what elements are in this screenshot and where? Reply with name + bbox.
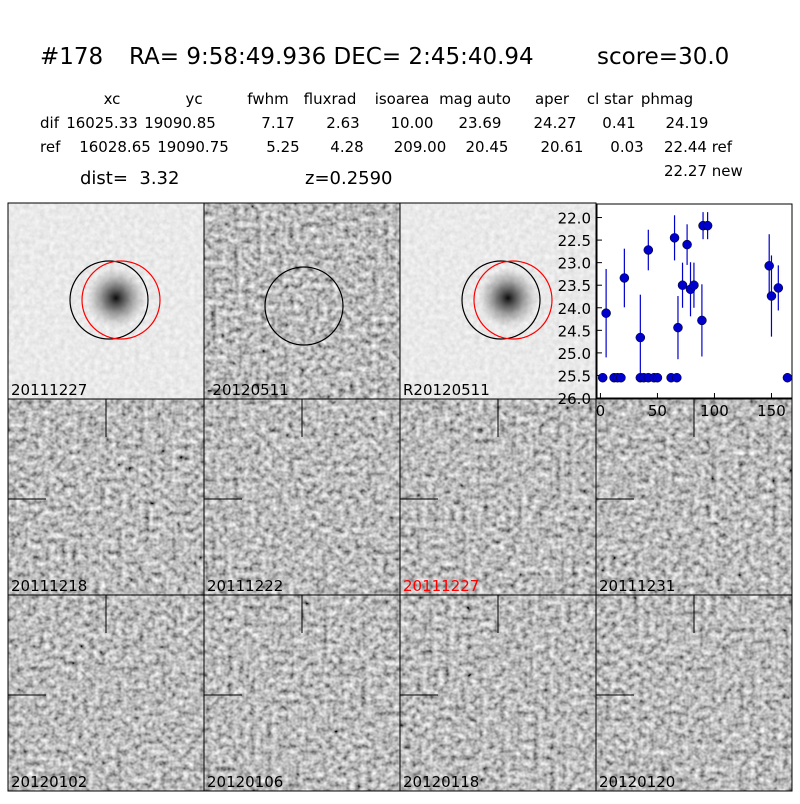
table-cell: 24.27 [534, 114, 577, 132]
aperture [264, 266, 344, 346]
aperture-ref [473, 260, 553, 340]
y-tick-label: 26.0 [558, 390, 591, 408]
table-cell: 19090.85 [144, 114, 216, 132]
aperture [69, 260, 149, 340]
table-cell: 20.61 [541, 138, 584, 156]
data-point [669, 233, 680, 243]
data-point [672, 372, 682, 383]
panel-label: 20111218 [11, 577, 87, 595]
distance: dist= 3.32 [80, 168, 179, 189]
object-id: #178 [40, 44, 103, 70]
y-tick-label: 25.0 [558, 345, 591, 363]
column-header: isoarea [375, 90, 430, 108]
data-point [682, 239, 692, 250]
panel-label: 20111231 [599, 577, 675, 595]
panel-label: R20120511 [403, 381, 490, 399]
x-tick-label: 0 [596, 402, 606, 420]
table-cell: 16028.65 [79, 138, 151, 156]
table-cell: 4.28 [330, 138, 363, 156]
y-tick-label: 25.5 [558, 367, 591, 385]
column-header: cl star [587, 90, 634, 108]
image-panel [204, 203, 400, 399]
y-tick-label: 24.5 [558, 322, 591, 340]
aperture-ref [81, 260, 161, 340]
table-cell: 209.00 [394, 138, 447, 156]
table-cell: 16025.33 [66, 114, 138, 132]
score: score=30.0 [597, 44, 729, 70]
x-tick-label: 100 [700, 402, 729, 420]
panel-border [595, 594, 793, 792]
table-note: 22.27 new [664, 162, 743, 180]
y-tick-label: 22.5 [558, 232, 591, 250]
y-tick-label: 24.0 [558, 300, 591, 318]
table-cell: 0.41 [602, 114, 635, 132]
table-cell: 10.00 [391, 114, 434, 132]
data-point [702, 220, 713, 231]
table-cell: 20.45 [466, 138, 509, 156]
row-label: dif [40, 114, 60, 132]
column-header: xc [104, 90, 121, 108]
column-header: yc [185, 90, 202, 108]
panel-label: -20120511 [207, 381, 289, 399]
panel-label: 20120102 [11, 773, 87, 791]
x-tick-label: 150 [757, 402, 786, 420]
data-point [689, 280, 699, 290]
image-grid: 20111227 -20120511 R20120511 20111218 201112… [7, 202, 793, 792]
y-tick-label: 22.0 [558, 210, 591, 228]
data-point [677, 280, 688, 290]
source-blob [86, 268, 146, 328]
column-header: fluxrad [304, 90, 357, 108]
aperture [461, 260, 541, 340]
table-cell: 24.19 [666, 114, 709, 132]
data-point [643, 245, 654, 255]
table-cell: 5.25 [266, 138, 299, 156]
panel-label: 20111227 [403, 577, 479, 595]
panel-label: 20120118 [403, 773, 479, 791]
data-point [764, 261, 774, 271]
data-point [616, 372, 626, 383]
table-cell: 0.03 [610, 138, 643, 156]
row-label: ref [40, 138, 61, 156]
panel-label: 20120120 [599, 773, 675, 791]
coordinates: RA= 9:58:49.936 DEC= 2:45:40.94 [129, 44, 534, 70]
data-point [697, 315, 707, 326]
data-point [635, 332, 646, 343]
data-point [782, 372, 793, 383]
light-curve: 22.0 22.5 23.0 23.5 24.0 24.5 25.0 25.5 26.0 0 50 1… [558, 203, 793, 420]
table-cell: 23.69 [459, 114, 502, 132]
column-header: phmag [641, 90, 693, 108]
data-point [619, 273, 630, 283]
data-point [773, 283, 784, 293]
column-header: aper [535, 90, 570, 108]
data-point [652, 372, 663, 383]
redshift: z=0.2590 [305, 168, 393, 189]
data-point [673, 322, 683, 333]
panel-label: 20111227 [11, 381, 87, 399]
y-tick-label: 23.0 [558, 255, 591, 273]
table-cell: 7.17 [261, 114, 294, 132]
source-blob [478, 268, 538, 328]
panel-label: 20111222 [207, 577, 283, 595]
data-point [597, 372, 608, 383]
data-point [601, 308, 611, 318]
column-header: fwhm [247, 90, 288, 108]
data-point [766, 291, 777, 301]
table-cell: 22.44 ref [664, 138, 733, 156]
column-header: mag auto [439, 90, 511, 108]
table-cell: 2.63 [326, 114, 359, 132]
y-tick-label: 23.5 [558, 277, 591, 295]
x-tick-label: 50 [648, 402, 667, 420]
table-cell: 19090.75 [157, 138, 229, 156]
panel-label: 20120106 [207, 773, 283, 791]
